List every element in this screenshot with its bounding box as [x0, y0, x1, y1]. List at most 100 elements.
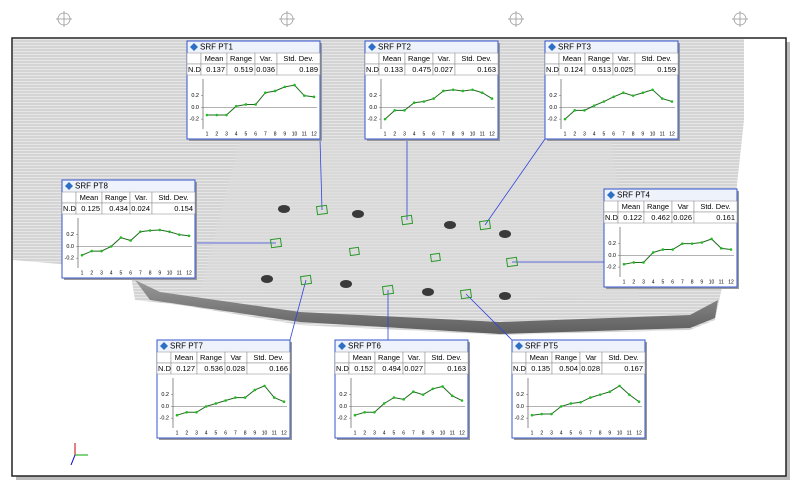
x-tick-label: 11 — [272, 430, 277, 436]
stat-value: 0.519 — [234, 65, 253, 74]
x-tick-label: 9 — [700, 279, 703, 285]
callouts: SRF PT1N.D.Mean0.137Range0.519Var.0.036S… — [61, 40, 739, 440]
x-tick-label: 6 — [129, 270, 132, 276]
data-point — [661, 248, 665, 251]
data-point — [589, 396, 592, 399]
x-tick-label: 11 — [660, 131, 665, 137]
data-point — [573, 109, 577, 112]
data-point — [540, 412, 544, 416]
measure-point — [459, 288, 473, 300]
x-tick-label: 7 — [681, 279, 684, 285]
x-tick-label: 11 — [302, 131, 307, 137]
x-tick-label: 9 — [461, 131, 464, 137]
x-tick-label: 2 — [540, 430, 543, 436]
title-icon — [65, 182, 73, 190]
data-point — [681, 242, 684, 245]
stat-value: 0.167 — [624, 364, 643, 373]
data-point — [392, 396, 396, 399]
x-tick-label: 6 — [671, 279, 674, 285]
data-point — [642, 261, 645, 264]
x-tick-label: 8 — [691, 279, 694, 285]
x-tick-label: 3 — [403, 131, 406, 137]
y-tick-label: 0.0 — [549, 105, 557, 111]
data-point — [471, 88, 474, 92]
y-tick-label: 0.2 — [339, 392, 347, 398]
column-header: Std. Dev. — [283, 54, 313, 63]
table-cell — [246, 362, 291, 375]
column-header: Var. — [260, 54, 273, 63]
x-tick-label: 12 — [186, 270, 192, 276]
y-tick-label: 0.2 — [516, 392, 524, 398]
stat-value: 0.152 — [354, 364, 373, 373]
data-point — [460, 399, 464, 402]
row-label: N.D. — [605, 213, 620, 222]
x-tick-label: 12 — [489, 131, 495, 137]
data-point — [579, 400, 582, 404]
title-icon — [190, 43, 198, 51]
column-header: Range — [408, 54, 430, 63]
table-cell — [364, 52, 380, 65]
data-point — [480, 91, 484, 95]
x-tick-label: 4 — [560, 430, 563, 436]
column-header: Range — [588, 54, 610, 63]
x-tick-label: 12 — [311, 131, 317, 137]
y-tick-label: -0.2 — [368, 117, 377, 123]
data-point — [412, 101, 416, 105]
x-tick-label: 5 — [393, 430, 396, 436]
data-point — [195, 410, 198, 414]
data-point — [204, 405, 208, 408]
x-tick-label: 3 — [550, 430, 553, 436]
column-header: Range — [555, 353, 577, 362]
y-tick-label: 0.0 — [191, 105, 199, 111]
callout-panel: SRF PT2N.D.Mean0.133Range0.475Var.0.027S… — [364, 40, 500, 141]
stat-value: 0.166 — [269, 364, 288, 373]
callout-panel: SRF PT1N.D.Mean0.137Range0.519Var.0.036S… — [186, 40, 322, 141]
x-tick-label: 10 — [617, 430, 623, 436]
table-cell — [634, 63, 679, 76]
column-header: Var. — [408, 353, 421, 362]
x-tick-label: 4 — [383, 430, 386, 436]
table-cell — [693, 211, 738, 224]
leader-line — [465, 293, 513, 341]
data-point — [283, 85, 287, 89]
data-point — [627, 393, 631, 396]
y-tick-label: -0.2 — [607, 265, 616, 271]
x-tick-label: 11 — [177, 270, 182, 276]
stat-value: 0.024 — [131, 204, 150, 213]
column-header: Mean — [530, 353, 549, 362]
data-point — [618, 384, 621, 388]
x-tick-label: 4 — [205, 430, 208, 436]
panel-title: SRF PT2 — [378, 43, 411, 52]
data-point — [622, 262, 626, 266]
table-cell — [603, 200, 619, 213]
x-tick-label: 3 — [583, 131, 586, 137]
stat-value: 0.536 — [204, 364, 223, 373]
measure-point — [315, 204, 329, 216]
table-cell — [151, 202, 196, 215]
stat-value: 0.122 — [623, 213, 642, 222]
stat-value: 0.036 — [256, 65, 275, 74]
x-tick-label: 12 — [636, 430, 642, 436]
x-tick-label: 7 — [589, 430, 592, 436]
y-tick-label: 0.0 — [339, 404, 347, 410]
title-bar — [545, 41, 678, 53]
column-header: Mean — [622, 202, 641, 211]
data-line — [531, 385, 640, 416]
data-point — [90, 249, 94, 253]
data-point — [215, 113, 219, 117]
y-tick-label: -0.2 — [515, 416, 524, 422]
data-point — [631, 94, 635, 97]
row-label: N.D. — [366, 65, 381, 74]
x-tick-label: 5 — [120, 270, 123, 276]
data-point — [403, 109, 406, 112]
y-tick-label: 0.0 — [161, 404, 169, 410]
column-header: Range — [105, 193, 127, 202]
x-tick-label: 10 — [440, 430, 446, 436]
x-tick-label: 11 — [719, 279, 724, 285]
column-header: Var — [230, 353, 242, 362]
axis-triad — [70, 443, 88, 466]
x-tick-label: 12 — [281, 430, 287, 436]
data-point — [442, 89, 445, 93]
row-label: N.D. — [336, 364, 351, 373]
column-header: Mean — [80, 193, 99, 202]
